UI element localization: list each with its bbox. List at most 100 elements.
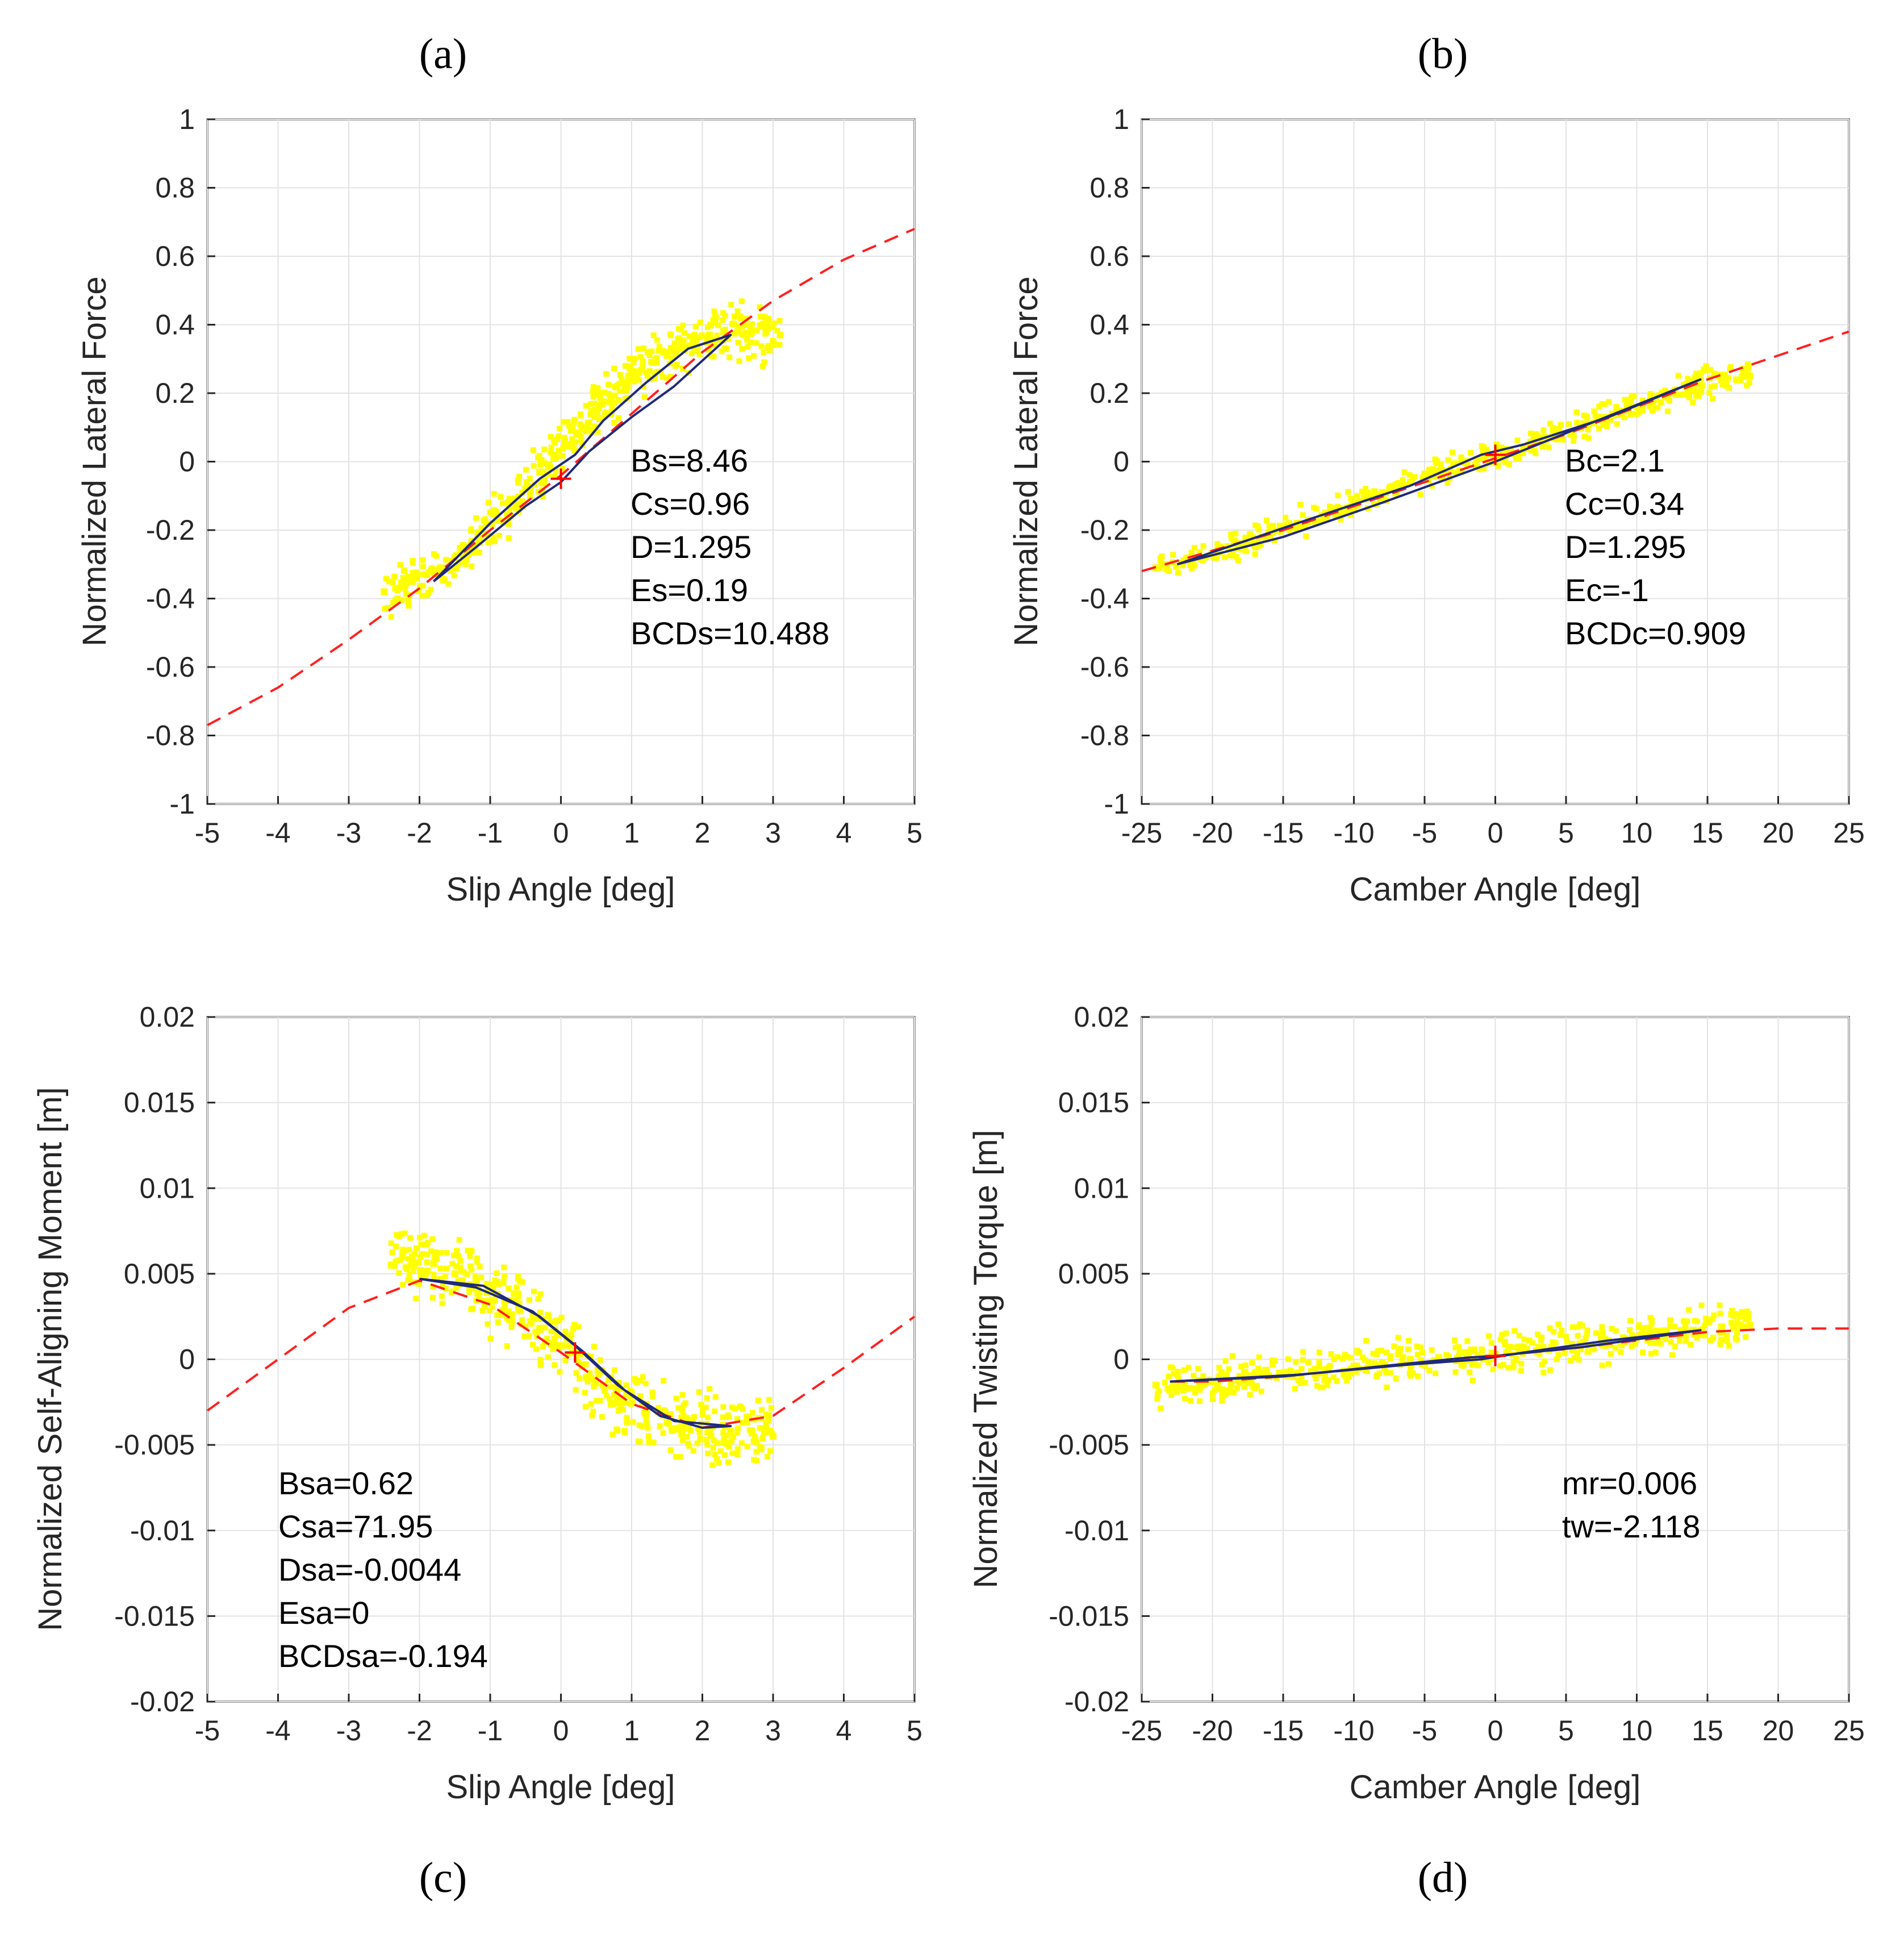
scatter-point [403, 591, 410, 597]
scatter-point [481, 1303, 487, 1310]
scatter-point [552, 473, 558, 480]
scatter-point [650, 332, 657, 339]
scatter-point [1494, 445, 1500, 452]
scatter-point [1376, 1370, 1383, 1377]
scatter-point [515, 1293, 521, 1299]
scatter-point [1653, 1328, 1659, 1334]
scatter-point [732, 1405, 738, 1411]
scatter-point [1580, 420, 1586, 426]
scatter-point [657, 344, 663, 350]
scatter-point [625, 384, 631, 390]
scatter-point [557, 1342, 565, 1349]
scatter-point [771, 320, 777, 327]
scatter-point [655, 1404, 661, 1411]
scatter-point [1189, 552, 1195, 558]
scatter-point [450, 566, 457, 572]
scatter-point [1335, 492, 1341, 498]
panel-d-annotation-line: tw=-2.118 [1562, 1508, 1700, 1544]
y-tick-label: 0.005 [124, 1258, 195, 1290]
scatter-point [737, 323, 743, 330]
scatter-point [1255, 1369, 1262, 1376]
scatter-point [628, 1394, 634, 1400]
scatter-point [1456, 1350, 1463, 1356]
scatter-point [490, 1285, 496, 1291]
x-tick-label: -5 [1412, 817, 1437, 849]
scatter-point [761, 1427, 767, 1433]
scatter-point [1262, 1366, 1268, 1373]
panel-a-annotation-line: Bs=8.46 [631, 443, 748, 478]
scatter-point [1502, 1341, 1508, 1347]
scatter-point [1187, 1398, 1193, 1404]
scatter-point [1502, 459, 1509, 465]
scatter-point [1222, 554, 1228, 560]
scatter-point [588, 408, 594, 414]
scatter-point [1468, 1347, 1474, 1353]
scatter-point [1242, 1378, 1249, 1384]
scatter-point [1486, 1333, 1492, 1339]
scatter-point [431, 1276, 437, 1282]
scatter-point [466, 1285, 473, 1291]
scatter-point [1383, 1369, 1389, 1376]
scatter-point [1700, 382, 1706, 389]
scatter-point [454, 565, 460, 572]
fit-curve-line [206, 1279, 916, 1429]
scatter-point [744, 1443, 750, 1449]
x-tick-label: -20 [1192, 1715, 1233, 1747]
scatter-point [1344, 1378, 1350, 1384]
scatter-point [768, 1404, 774, 1411]
scatter-point [590, 394, 596, 400]
scatter-point [451, 1270, 458, 1277]
y-tick-label: 0.01 [140, 1172, 195, 1204]
scatter-point [523, 1323, 529, 1329]
scatter-point [500, 1278, 507, 1285]
x-tick-label: 0 [553, 817, 569, 849]
scatter-point [1256, 527, 1262, 533]
scatter-point [576, 431, 582, 437]
scatter-point [1325, 1377, 1331, 1383]
scatter-point [398, 579, 404, 585]
scatter-point [1252, 551, 1258, 557]
scatter-point [405, 1256, 411, 1262]
scatter-point [1370, 494, 1376, 500]
scatter-point [1254, 1382, 1260, 1389]
scatter-point [1546, 444, 1552, 451]
scatter-point [1197, 549, 1203, 555]
scatter-point [1514, 437, 1521, 444]
scatter-point [467, 1263, 474, 1269]
scatter-point [711, 308, 717, 314]
scatter-point [744, 1419, 750, 1426]
scatter-point [553, 468, 559, 474]
scatter-point [675, 326, 682, 332]
scatter-point [1444, 480, 1451, 486]
scatter-point [1226, 1387, 1232, 1393]
scatter-point [515, 1301, 521, 1307]
scatter-point [1658, 399, 1664, 406]
scatter-point [1395, 1335, 1401, 1341]
scatter-point [613, 385, 619, 391]
scatter-point [688, 351, 695, 357]
x-tick-label: 4 [836, 1715, 852, 1747]
scatter-point [1649, 1318, 1655, 1324]
scatter-point [1569, 1324, 1576, 1330]
scatter-point [1170, 552, 1176, 558]
scatter-point [464, 1271, 470, 1277]
y-tick-label: 0 [179, 446, 195, 478]
scatter-point [1684, 387, 1690, 393]
x-tick-label: -2 [407, 817, 432, 849]
scatter-point [1614, 421, 1621, 427]
scatter-point [1701, 1332, 1707, 1339]
scatter-point [453, 1263, 460, 1269]
scatter-point [1524, 1345, 1530, 1352]
scatter-point [1187, 562, 1193, 568]
scatter-point [1663, 1336, 1669, 1342]
scatter-point [515, 477, 521, 483]
scatter-point [416, 588, 422, 594]
scatter-point [611, 400, 617, 406]
scatter-point [1698, 389, 1704, 395]
scatter-point [1599, 1329, 1605, 1336]
scatter-point [1744, 1314, 1750, 1320]
scatter-point [1331, 1356, 1337, 1362]
scatter-point [535, 1296, 541, 1302]
scatter-point [1303, 533, 1309, 539]
scatter-point [382, 606, 388, 612]
